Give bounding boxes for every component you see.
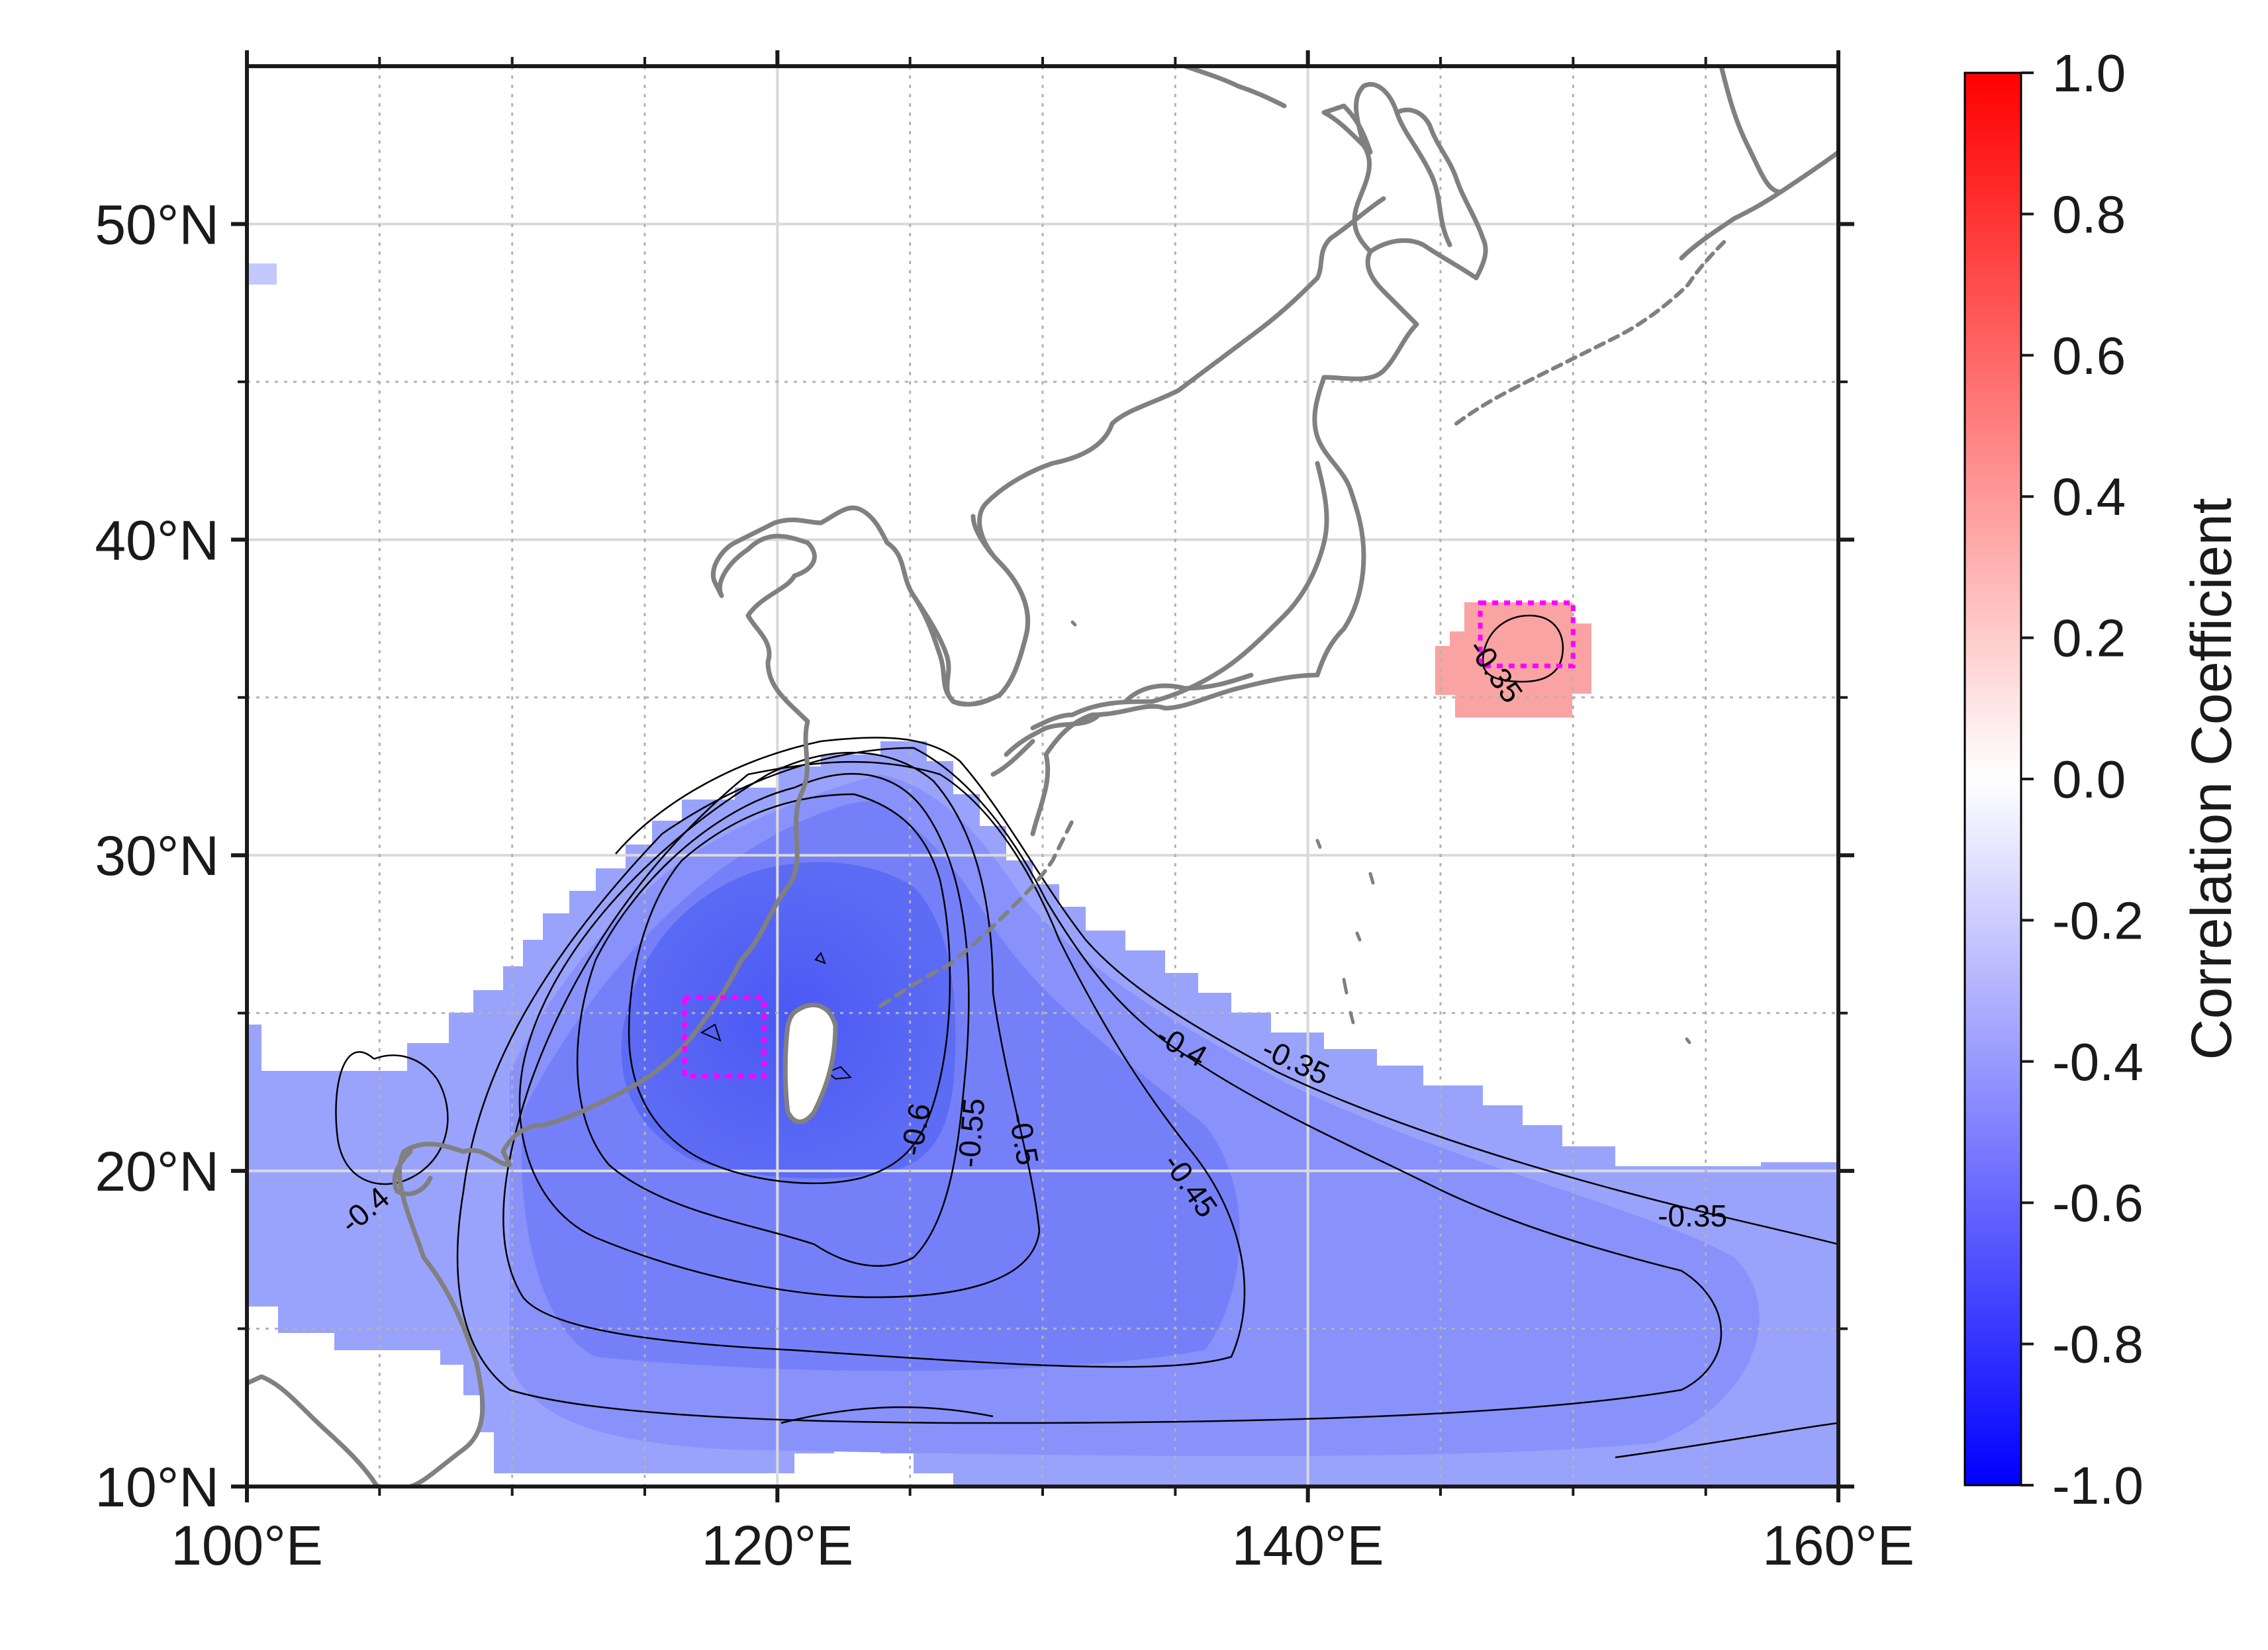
korea-peninsula — [911, 514, 1031, 707]
contour-lines — [335, 614, 1838, 1459]
japan-honshu-coastline — [990, 103, 1419, 837]
region-box — [1478, 600, 1576, 668]
colorbar-tick-label: -1.0 — [2052, 1456, 2144, 1515]
yellow-sea-coastline — [710, 196, 1386, 724]
colorbar-tick-label: -0.2 — [2052, 891, 2144, 950]
x-tick-label: 140°E — [1232, 1514, 1384, 1577]
ryukyu-islands — [878, 819, 1074, 1008]
colorbar-tick-label: -0.6 — [2052, 1173, 2144, 1232]
colorbar-tick-label: 0.4 — [2052, 467, 2126, 526]
region-boxes — [682, 600, 1576, 1079]
colorbar-tick-label: -0.4 — [2052, 1032, 2144, 1091]
x-tick-label: 100°E — [171, 1514, 323, 1577]
small-islands — [1070, 620, 1691, 1044]
colorbar-tick-label: 0.6 — [2052, 326, 2126, 385]
colorbar: -1.0 -0.8 -0.6 -0.4 -0.2 0.0 0.2 0.4 0.6 0.8 1.0 C… — [1963, 44, 2244, 1515]
colorbar-tick-label: -0.8 — [2052, 1315, 2144, 1374]
contour-label: -0.55 — [951, 1097, 992, 1169]
sakhalin-kamchatka-coast — [1182, 66, 1838, 261]
vietnam-coastline — [247, 1374, 380, 1487]
contour-label: -0.35 — [1658, 1199, 1727, 1233]
colorbar-tick-label: 0.0 — [2052, 750, 2126, 809]
coastlines — [247, 66, 1838, 1487]
y-tick-label: 40°N — [95, 509, 219, 571]
japan-honshu-west-coast — [1030, 461, 1329, 731]
kuril-islands — [1454, 236, 1730, 426]
hainan-island — [392, 1149, 433, 1197]
taiwan-island — [782, 1002, 838, 1124]
colorbar-gradient — [1963, 71, 2022, 1487]
y-tick-label: 20°N — [95, 1140, 219, 1203]
y-tick-label: 30°N — [95, 825, 219, 887]
region-box — [682, 995, 767, 1079]
colorbar-ticks: -1.0 -0.8 -0.6 -0.4 -0.2 0.0 0.2 0.4 0.6 0.8 1.0 — [2021, 44, 2144, 1515]
hokkaido-coastline — [1354, 81, 1488, 281]
map-axes: 100°E 120°E 140°E 160°E 10°N 20°N 30°N 40°N 50°N — [95, 50, 1914, 1577]
y-tick-label: 50°N — [95, 193, 219, 255]
colorbar-label: Correlation Coefficient — [2180, 498, 2244, 1060]
colorbar-tick-label: 0.2 — [2052, 609, 2126, 668]
positive-correlation-region — [1435, 602, 1591, 717]
y-tick-label: 10°N — [95, 1456, 219, 1518]
colorbar-tick-label: 1.0 — [2052, 44, 2126, 103]
colorbar-tick-label: 0.8 — [2052, 185, 2126, 244]
x-tick-label: 120°E — [701, 1514, 853, 1577]
small-negative-cell — [247, 263, 277, 285]
china-coastline — [397, 719, 810, 1487]
x-tick-label: 160°E — [1762, 1514, 1914, 1577]
